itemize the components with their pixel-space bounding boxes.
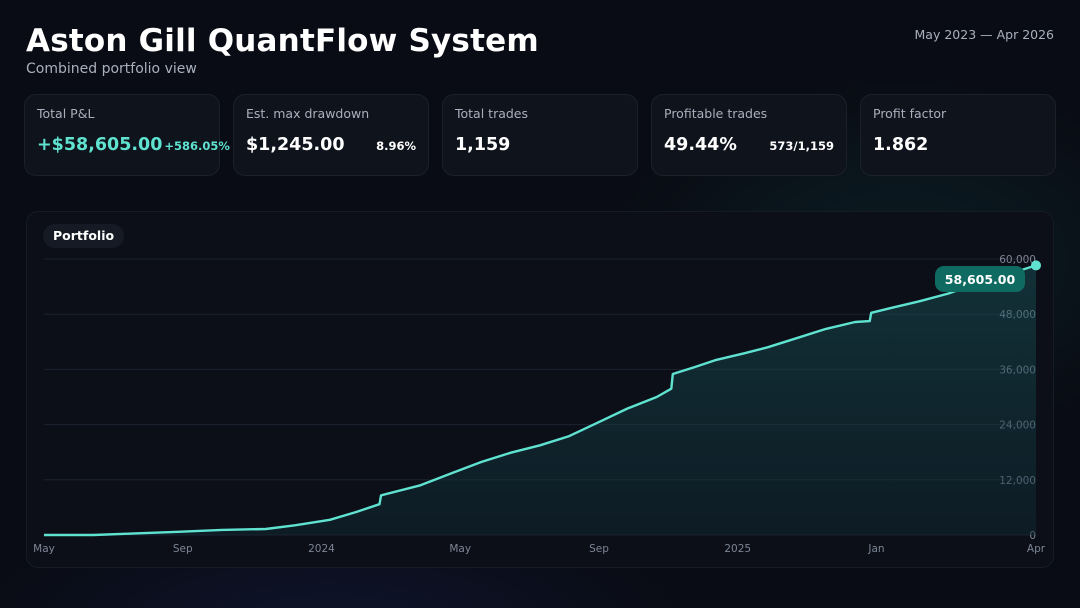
stat-card-profit-factor: Profit factor 1.862 xyxy=(860,94,1056,176)
y-tick-label: 60,000 xyxy=(999,254,1036,266)
page-subtitle: Combined portfolio view xyxy=(26,61,197,77)
equity-line xyxy=(44,264,1037,537)
stat-sub-value: 573/1,159 xyxy=(769,139,834,153)
x-tick-label: May xyxy=(449,543,471,555)
x-tick-label: 2024 xyxy=(308,543,335,555)
stat-card-total-trades: Total trades 1,159 xyxy=(442,94,638,176)
stat-value: 1.862 xyxy=(873,135,929,155)
stat-value: 1,159 xyxy=(455,135,511,155)
last-value-badge: 58,605.00 xyxy=(935,266,1025,292)
stat-label: Profitable trades xyxy=(664,106,768,121)
x-tick-label: Sep xyxy=(173,543,193,555)
stat-label: Total P&L xyxy=(37,106,95,121)
stat-label: Total trades xyxy=(455,106,529,121)
stat-card-max-drawdown: Est. max drawdown $1,245.00 8.96% xyxy=(233,94,429,176)
y-tick-label: 0 xyxy=(1029,530,1036,542)
tab-portfolio[interactable]: Portfolio xyxy=(43,224,125,248)
stat-value: +$58,605.00 xyxy=(37,135,163,155)
x-tick-label: Apr xyxy=(1027,543,1046,555)
last-value-label: 58,605.00 xyxy=(945,272,1016,287)
stat-value: $1,245.00 xyxy=(246,135,345,155)
equity-area xyxy=(44,265,1036,535)
page-title: Aston Gill QuantFlow System xyxy=(26,23,539,59)
stats-row: Total P&L +$58,605.00 +586.05% Est. max … xyxy=(24,94,1058,176)
x-tick-label: Sep xyxy=(589,543,609,555)
stat-sub-value: 8.96% xyxy=(376,139,416,153)
date-range-label: May 2023 — Apr 2026 xyxy=(914,27,1054,42)
x-tick-label: Jan xyxy=(867,543,884,555)
stat-value: 49.44% xyxy=(664,135,737,155)
stat-sub-value: +586.05% xyxy=(164,139,230,153)
stat-card-profitable-trades: Profitable trades 49.44% 573/1,159 xyxy=(651,94,847,176)
stat-label: Profit factor xyxy=(873,106,947,121)
page-header: Aston Gill QuantFlow System Combined por… xyxy=(26,22,539,78)
stat-card-total-pnl: Total P&L +$58,605.00 +586.05% xyxy=(24,94,230,176)
last-value-marker[interactable] xyxy=(1031,260,1041,271)
x-axis-ticks: May Sep 2024 May Sep 2025 Jan Apr xyxy=(33,543,1046,555)
last-value-badge-bg xyxy=(935,266,1025,292)
stat-label: Est. max drawdown xyxy=(246,106,370,121)
x-tick-label: 2025 xyxy=(724,543,751,555)
x-tick-label: May xyxy=(33,543,55,555)
